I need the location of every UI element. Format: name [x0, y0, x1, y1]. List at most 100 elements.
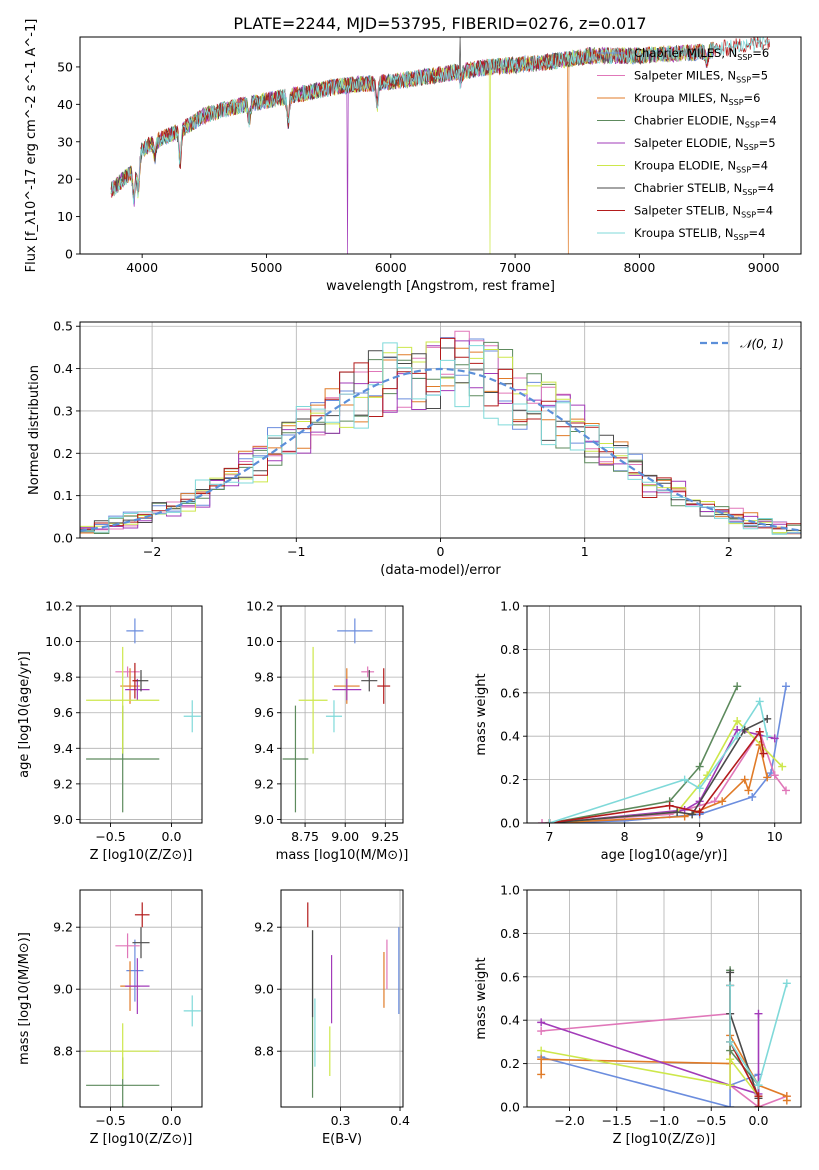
legend-label: Chabrier STELIB, NSSP=4 [634, 181, 774, 197]
x-tick-label: 4000 [126, 260, 158, 275]
errorbar-point [183, 995, 201, 1027]
x-tick-label: −0.5 [95, 829, 125, 844]
axes-frame-spectrum: 4000 5000 6000 7000 8000 9000 0 10 20 30 40 50 wavel… [24, 19, 802, 294]
weight-marker [763, 773, 772, 782]
weight-marker [755, 727, 764, 736]
x-tick-label: 9 [696, 829, 704, 844]
axes-frame-residuals: −2 −1 0 1 2 0.0 0.1 0.2 0.3 0.4 0.5 (data-model)/er… [27, 319, 802, 578]
x-tick-label: −0.5 [696, 1113, 726, 1128]
plot-area-age-vs-mass [282, 618, 391, 813]
plot-area-weight-vs-Z [537, 966, 791, 1107]
x-tick-label: 9.25 [371, 829, 399, 844]
weight-marker [733, 717, 742, 726]
weight-marker [781, 682, 790, 691]
y-tick-label: 0.6 [500, 969, 520, 984]
weight-marker [763, 732, 772, 741]
weight-line [540, 1013, 760, 1096]
errorbar-point [134, 902, 150, 928]
y-tick-label: 0.0 [53, 531, 73, 546]
weight-marker [755, 697, 764, 706]
errorbar-point [132, 662, 138, 699]
y-tick-label: 9.4 [254, 741, 274, 756]
y-tick-label: 10.0 [45, 634, 73, 649]
y-tick-label: 9.2 [53, 776, 73, 791]
x-tick-label: 7000 [499, 260, 531, 275]
errorbar-point [120, 668, 140, 704]
errorbar-point [361, 670, 378, 692]
weight-marker [538, 819, 547, 823]
errorbar-point [115, 666, 140, 678]
y-tick-label: 9.2 [254, 920, 274, 935]
errorbar-point [183, 700, 201, 733]
weight-marker [726, 1081, 735, 1090]
x-tick-label: 0.0 [749, 1113, 769, 1128]
weight-marker [537, 1046, 546, 1055]
y-tick-label: 0.8 [500, 926, 520, 941]
weight-marker [537, 1055, 546, 1064]
y-tick-label: 9.8 [53, 670, 73, 685]
y-tick-label: 9.0 [254, 982, 274, 997]
plots: 4000 5000 6000 7000 8000 900001020304050wavel… [17, 19, 802, 1147]
y-tick-label: 9.6 [254, 705, 274, 720]
axes-frame-weight-vs-age: 7 8 9 10 0.0 0.2 0.4 0.6 0.8 1.0 age [log10(age/yr… [474, 599, 802, 863]
x-axis-label: wavelength [Angstrom, rest frame] [326, 279, 555, 294]
weight-line [549, 744, 768, 823]
y-tick-label: 8.8 [53, 1044, 73, 1059]
weight-marker [754, 1081, 763, 1090]
axes-border [280, 889, 404, 1108]
y-tick-label: 9.4 [53, 741, 73, 756]
y-tick-label: 0.2 [53, 446, 73, 461]
legend-label: Kroupa MILES, NSSP=6 [634, 91, 760, 107]
weight-line [549, 685, 738, 823]
weight-marker [754, 1092, 763, 1101]
y-tick-label: 10.0 [246, 634, 274, 649]
axes-age-vs-Z: −0.5 0.0 9.0 9.2 9.4 9.6 9.8 10.0 10.2 Z [log10(Z… [17, 599, 203, 863]
axes-border [526, 605, 802, 824]
x-tick-label: −0.5 [95, 1113, 125, 1128]
plot-area-residuals [80, 330, 801, 538]
axes-frame-age-vs-Z: −0.5 0.0 9.0 9.2 9.4 9.6 9.8 10.0 10.2 Z [log10(Z… [17, 599, 203, 863]
y-tick-label: 9.2 [254, 776, 274, 791]
x-tick-label: 0.0 [162, 1113, 182, 1128]
legend-label: Kroupa STELIB, NSSP=4 [634, 226, 765, 242]
y-tick-label: 0.2 [500, 772, 520, 787]
legend-label: Salpeter MILES, NSSP=5 [634, 69, 768, 85]
weight-marker [695, 784, 704, 793]
x-axis-label: mass [log10(M/M⊙)] [276, 848, 409, 863]
errorbar-point [377, 668, 391, 704]
y-tick-label: 0.6 [500, 685, 520, 700]
y-axis-label: mass weight [474, 673, 489, 755]
y-tick-label: 9.0 [53, 982, 73, 997]
spectrum-line [110, 43, 715, 205]
weight-line [541, 1049, 760, 1097]
weight-marker [782, 1096, 791, 1105]
y-tick-label: 0.4 [500, 729, 520, 744]
weight-marker [726, 1055, 735, 1064]
legend-label: Chabrier ELODIE, NSSP=4 [634, 114, 777, 130]
x-tick-label: 8 [621, 829, 629, 844]
errorbar-point [125, 958, 150, 1014]
y-tick-label: 0.1 [53, 488, 73, 503]
plot-area-mass-vs-ebv [307, 902, 400, 1098]
y-axis-label: mass weight [474, 957, 489, 1039]
spectrum-line [110, 37, 770, 205]
x-tick-label: 9.00 [331, 829, 359, 844]
weight-marker [726, 1037, 735, 1046]
y-tick-label: 0.2 [500, 1056, 520, 1071]
y-tick-label: 0.3 [53, 403, 73, 418]
axes-mass-vs-Z: −0.5 0.0 8.8 9.0 9.2 Z [log10(Z/Z⊙)] mass [log… [17, 889, 203, 1147]
axes-border [79, 605, 203, 824]
x-tick-label: −2.0 [554, 1113, 584, 1128]
axes-border [79, 36, 802, 255]
legend-label: Chabrier MILES, NSSP=6 [634, 46, 769, 62]
weight-marker [680, 775, 689, 784]
weight-marker [718, 797, 727, 806]
plot-area-age-vs-Z [86, 618, 201, 813]
figure-title: PLATE=2244, MJD=53795, FIBERID=0276, z=0… [233, 14, 646, 33]
weight-marker [545, 819, 554, 823]
x-axis-label: Z [log10(Z/Z⊙)] [613, 1132, 716, 1147]
errorbar-point [298, 646, 328, 754]
errorbar-point [361, 666, 375, 678]
x-tick-label: 9000 [748, 260, 780, 275]
